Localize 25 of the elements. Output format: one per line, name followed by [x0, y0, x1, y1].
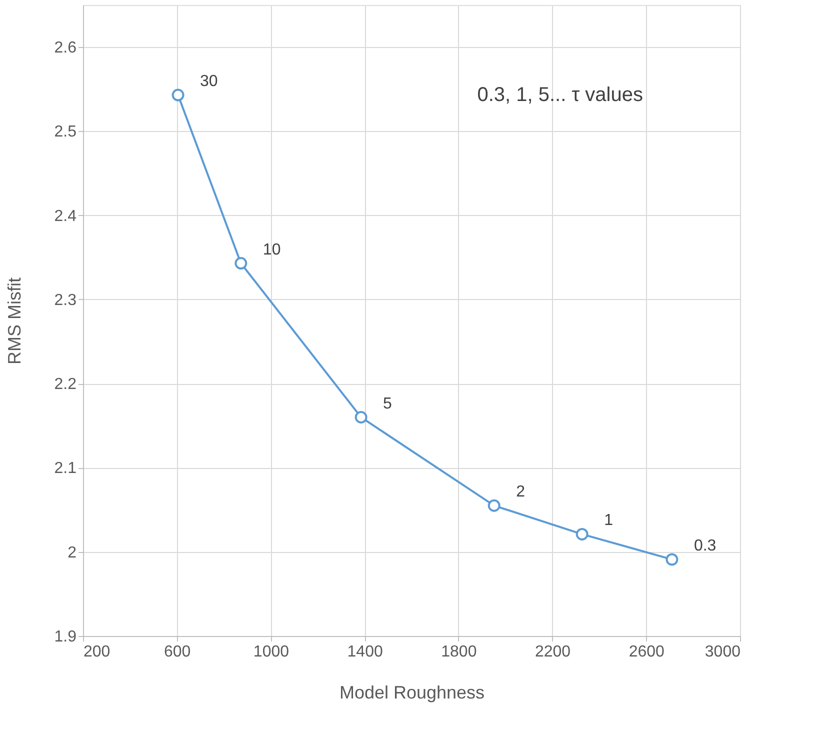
x-axis-title: Model Roughness	[339, 682, 485, 702]
y-tick-label: 2.6	[54, 40, 77, 57]
annotation: 5	[383, 395, 392, 412]
y-tick-label: 2.4	[54, 208, 77, 225]
annotation: 1	[604, 512, 614, 530]
x-tick-label: 600	[164, 644, 191, 660]
y-tick-label: 2.5	[54, 124, 77, 141]
y-tick-label: 2.1	[54, 460, 77, 478]
x-tick-label: 1800	[441, 644, 477, 660]
x-tick-label: 1400	[347, 644, 383, 660]
y-tick-label: 1.9	[54, 628, 77, 646]
y-tick-label: 2	[68, 544, 77, 562]
y-axis-title: RMS Misfit	[4, 278, 24, 364]
x-tick-label: 2200	[534, 644, 571, 660]
y-tick-label: 2.2	[54, 376, 77, 394]
x-tick-label: 200	[84, 644, 110, 660]
annotation: 10	[262, 241, 281, 258]
annotation: 0.3, 1, 5... τ values	[477, 84, 643, 106]
y-tick-label: 2.3	[54, 292, 77, 309]
x-tick-label: 2600	[628, 644, 665, 660]
annotation: 0.3	[694, 537, 716, 554]
annotation: 30	[200, 73, 218, 90]
annotation: 2	[516, 484, 526, 501]
x-tick-label: 3000	[704, 644, 741, 660]
x-tick-label: 1000	[253, 644, 290, 660]
